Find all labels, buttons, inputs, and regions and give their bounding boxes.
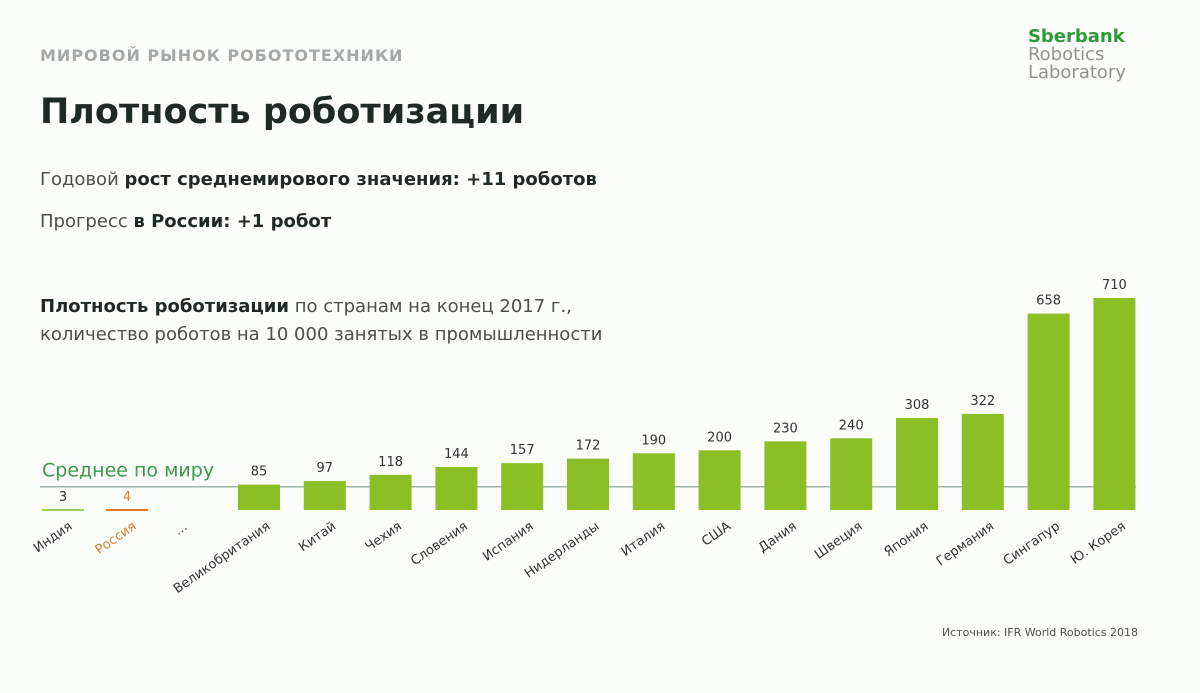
chart-subtitle-line2: количество роботов на 10 000 занятых в п… — [40, 324, 603, 345]
subtitle-rest: по странам на конец 2017 г., — [289, 296, 572, 317]
data-label: 3 — [59, 490, 67, 505]
section-kicker: МИРОВОЙ РЫНОК РОБОТОТЕХНИКИ — [40, 46, 404, 65]
logo-line1: Sberbank — [1027, 26, 1125, 47]
bar — [764, 441, 807, 510]
bar — [501, 463, 544, 510]
tick-label: США — [699, 519, 734, 550]
data-label: 85 — [251, 465, 268, 480]
tick-label: Словения — [408, 519, 470, 569]
tick-label: Дания — [756, 519, 800, 556]
data-label: 4 — [123, 490, 131, 505]
bar — [632, 453, 675, 510]
data-label: 172 — [576, 439, 601, 454]
bar — [830, 438, 873, 510]
tick-label: Сингапур — [1001, 519, 1063, 569]
growth-bold: рост среднемирового значения: +11 робото… — [124, 169, 597, 190]
tick-label: Швеция — [812, 519, 865, 563]
chart-subtitle: Плотность роботизации по странам на коне… — [40, 296, 572, 317]
data-label: 200 — [707, 430, 732, 445]
tick-label: Германия — [934, 519, 997, 570]
data-label: 157 — [510, 443, 535, 458]
bar — [567, 458, 609, 510]
data-label: 322 — [970, 394, 995, 409]
bar — [369, 474, 412, 510]
logo-line3: Laboratory — [1027, 62, 1126, 83]
tick-label: Италия — [619, 519, 668, 560]
page-title: Плотность роботизации — [40, 92, 525, 132]
logo-line2: Robotics — [1027, 44, 1105, 65]
progress-prefix: Прогресс — [40, 211, 134, 232]
tick-label: Испания — [480, 519, 536, 565]
tick-label: Индия — [31, 519, 75, 556]
data-label: 144 — [444, 447, 469, 462]
data-label: 658 — [1036, 294, 1061, 309]
gap-ellipsis: ... — [172, 519, 191, 538]
data-label: 710 — [1102, 278, 1127, 293]
tick-label: Япония — [882, 519, 932, 560]
bar — [435, 467, 478, 510]
bar — [896, 418, 938, 510]
data-label: 230 — [773, 421, 798, 436]
data-label: 308 — [905, 398, 930, 413]
tick-label: Россия — [93, 519, 140, 558]
tick-label: Китай — [296, 519, 339, 555]
progress-bold: в России: +1 робот — [133, 211, 332, 232]
tick-label: Чехия — [363, 519, 405, 555]
data-label: 118 — [378, 455, 403, 470]
bar — [238, 484, 280, 510]
sberbank-logo: Sberbank Robotics Laboratory — [1028, 28, 1126, 82]
tick-label: Ю. Корея — [1068, 519, 1129, 568]
bar — [961, 413, 1004, 510]
average-label: Среднее по миру — [42, 460, 214, 482]
bar — [698, 450, 741, 510]
data-label: 97 — [317, 461, 334, 476]
bar — [1027, 313, 1070, 510]
data-label: 190 — [641, 433, 666, 448]
growth-prefix: Годовой — [40, 169, 125, 190]
data-label: 240 — [839, 418, 864, 433]
bar — [303, 481, 346, 510]
russia-progress-line: Прогресс в России: +1 робот — [40, 211, 331, 232]
growth-line: Годовой рост среднемирового значения: +1… — [40, 169, 597, 190]
source-note: Источник: IFR World Robotics 2018 — [941, 626, 1138, 639]
bar — [1093, 298, 1136, 510]
subtitle-bold: Плотность роботизации — [40, 296, 290, 317]
